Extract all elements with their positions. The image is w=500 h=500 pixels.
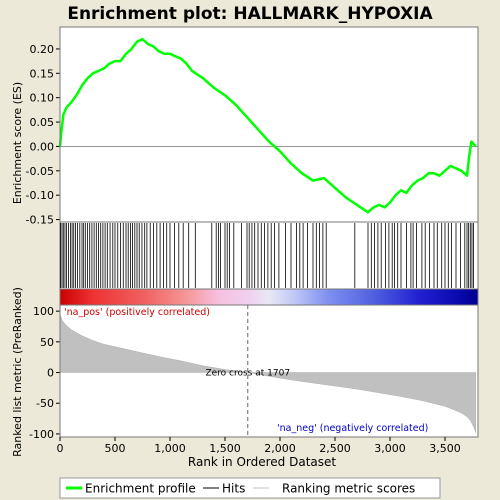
- bottom-y-tick-label: 100: [33, 305, 54, 318]
- bottom-y-tick-label: 0: [47, 367, 54, 380]
- legend-label-enrichment: Enrichment profile: [85, 482, 196, 496]
- zero-cross-label: Zero cross at 1707: [205, 369, 290, 379]
- bottom-y-tick-label: 50: [40, 336, 54, 349]
- x-axis: 0 500 1,000 1,500 2,000 2,500 3,000 3,500: [57, 437, 461, 455]
- legend: Enrichment profile Hits Ranking metric s…: [59, 477, 441, 499]
- top-y-tick-label: 0.05: [30, 116, 55, 129]
- x-tick-label: 3,000: [374, 442, 406, 455]
- enrichment-score-panel: -0.15 -0.10 -0.05 0.00 0.05 0.10 0.15 0.20: [26, 26, 479, 227]
- x-tick-label: 500: [105, 442, 126, 455]
- legend-label-hits: Hits: [222, 482, 245, 496]
- top-y-tick-label: -0.15: [26, 214, 54, 227]
- top-y-tick-label: 0.20: [30, 43, 55, 56]
- x-tick-label: 3,500: [429, 442, 461, 455]
- x-tick-label: 1,000: [154, 442, 186, 455]
- bottom-y-tick-label: -50: [36, 397, 54, 410]
- legend-box: [59, 477, 441, 499]
- bottom-y-tick-label: -100: [29, 428, 54, 441]
- top-y-tick-label: -0.05: [26, 165, 54, 178]
- positive-correlation-label: 'na_pos' (positively correlated): [64, 307, 210, 318]
- top-y-tick-label: -0.10: [26, 189, 54, 202]
- x-tick-label: 0: [57, 442, 64, 455]
- top-y-tick-label: 0.10: [30, 92, 55, 105]
- x-tick-label: 2,500: [319, 442, 351, 455]
- ranked-metric-panel: Zero cross at 1707 'na_pos' (positively c…: [29, 304, 479, 441]
- top-y-tick-label: 0.15: [30, 67, 55, 80]
- x-tick-label: 1,500: [209, 442, 241, 455]
- chart-title: Enrichment plot: HALLMARK_HYPOXIA: [67, 4, 433, 24]
- x-tick-label: 2,000: [264, 442, 296, 455]
- hits-panel: [59, 221, 479, 306]
- top-y-tick-label: 0.00: [30, 140, 55, 153]
- negative-correlation-label: 'na_neg' (negatively correlated): [277, 423, 428, 434]
- hits-plot-area: [59, 221, 479, 290]
- bottom-plot-frame: [59, 304, 479, 438]
- legend-label-metric: Ranking metric scores: [282, 482, 415, 496]
- ranking-metric-area: [59, 314, 477, 433]
- x-axis-label: Rank in Ordered Dataset: [188, 455, 336, 469]
- rank-colorbar: [59, 288, 479, 306]
- bottom-y-axis-label: Ranked list metric (PreRanked): [11, 287, 24, 457]
- enrichment-profile-line: [58, 37, 477, 214]
- top-y-axis-label: Enrichment score (ES): [11, 82, 24, 204]
